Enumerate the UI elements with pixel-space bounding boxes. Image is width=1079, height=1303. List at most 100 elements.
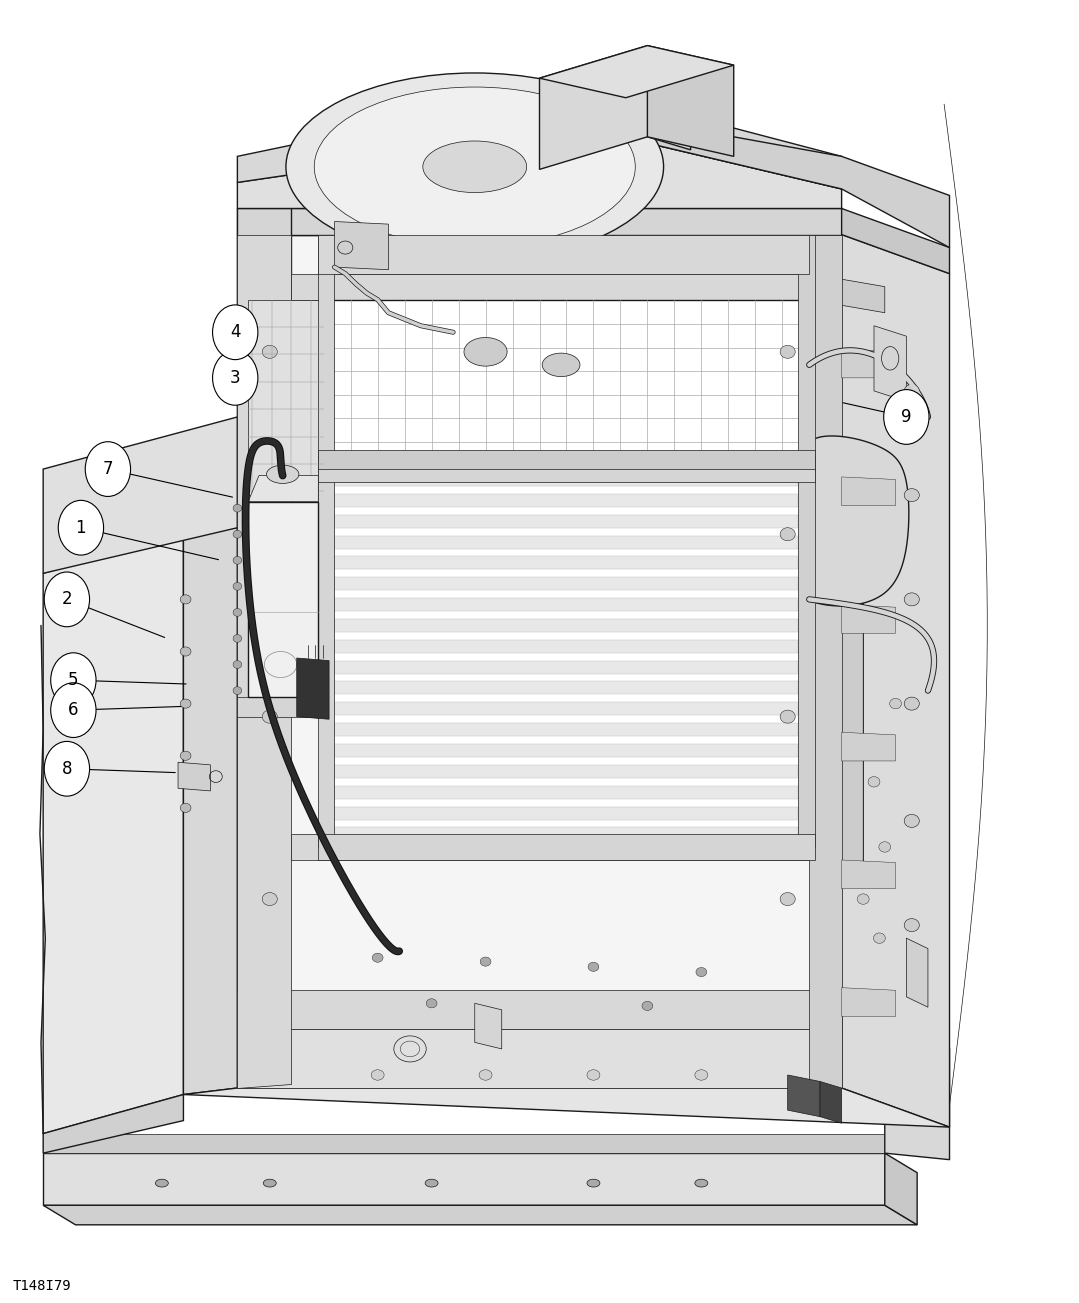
Ellipse shape <box>180 594 191 605</box>
Polygon shape <box>318 235 809 274</box>
Ellipse shape <box>780 893 795 906</box>
Polygon shape <box>885 1042 950 1160</box>
Polygon shape <box>647 46 734 156</box>
Ellipse shape <box>233 582 242 590</box>
Polygon shape <box>334 598 798 611</box>
Ellipse shape <box>464 337 507 366</box>
Polygon shape <box>540 46 691 169</box>
Circle shape <box>85 442 131 496</box>
Polygon shape <box>324 476 809 847</box>
Polygon shape <box>334 681 798 694</box>
Polygon shape <box>334 619 798 632</box>
Polygon shape <box>237 208 291 528</box>
Polygon shape <box>237 91 842 189</box>
Polygon shape <box>334 515 798 528</box>
Ellipse shape <box>423 141 527 193</box>
Polygon shape <box>43 1134 885 1153</box>
Circle shape <box>44 572 90 627</box>
Polygon shape <box>248 476 318 502</box>
Polygon shape <box>798 235 815 847</box>
Text: 6: 6 <box>68 701 79 719</box>
Polygon shape <box>334 577 798 590</box>
Polygon shape <box>809 476 863 866</box>
Text: 1: 1 <box>76 519 86 537</box>
Text: 7: 7 <box>103 460 113 478</box>
Polygon shape <box>248 502 318 697</box>
Text: T148I79: T148I79 <box>13 1278 71 1293</box>
Ellipse shape <box>642 1002 653 1011</box>
Ellipse shape <box>873 933 885 943</box>
Polygon shape <box>237 235 842 1088</box>
Polygon shape <box>842 605 896 633</box>
Ellipse shape <box>904 489 919 502</box>
Polygon shape <box>842 208 950 274</box>
Polygon shape <box>183 528 237 1095</box>
Ellipse shape <box>904 593 919 606</box>
Polygon shape <box>788 1075 820 1117</box>
Polygon shape <box>809 456 863 880</box>
Ellipse shape <box>696 967 707 977</box>
Polygon shape <box>334 536 798 549</box>
Ellipse shape <box>480 956 491 967</box>
Polygon shape <box>183 1088 950 1127</box>
Ellipse shape <box>180 700 191 709</box>
Polygon shape <box>906 938 928 1007</box>
Polygon shape <box>432 188 729 1011</box>
Ellipse shape <box>233 556 242 564</box>
Polygon shape <box>874 326 906 401</box>
Polygon shape <box>334 222 388 270</box>
Polygon shape <box>43 1095 183 1153</box>
Polygon shape <box>318 456 815 482</box>
Polygon shape <box>318 834 815 860</box>
Ellipse shape <box>371 1070 384 1080</box>
Polygon shape <box>842 477 896 506</box>
Ellipse shape <box>869 777 880 787</box>
Ellipse shape <box>180 646 191 657</box>
Ellipse shape <box>262 528 277 541</box>
Polygon shape <box>237 130 842 208</box>
Ellipse shape <box>426 999 437 1009</box>
Ellipse shape <box>857 894 870 904</box>
Circle shape <box>213 351 258 405</box>
Polygon shape <box>43 417 237 573</box>
Polygon shape <box>43 534 183 1134</box>
Polygon shape <box>334 827 798 840</box>
Polygon shape <box>237 235 291 1088</box>
Polygon shape <box>842 349 896 378</box>
Polygon shape <box>291 274 809 300</box>
Ellipse shape <box>155 1179 168 1187</box>
Circle shape <box>51 653 96 708</box>
Ellipse shape <box>314 87 636 246</box>
Polygon shape <box>248 300 324 495</box>
Polygon shape <box>885 1153 917 1225</box>
Text: 9: 9 <box>901 408 912 426</box>
Ellipse shape <box>904 384 919 397</box>
Ellipse shape <box>904 697 919 710</box>
Ellipse shape <box>233 661 242 668</box>
Ellipse shape <box>878 842 890 852</box>
Polygon shape <box>842 732 896 761</box>
Polygon shape <box>291 834 809 860</box>
Ellipse shape <box>262 893 277 906</box>
Polygon shape <box>43 1153 885 1205</box>
Ellipse shape <box>542 353 581 377</box>
Polygon shape <box>237 1029 842 1088</box>
Ellipse shape <box>286 73 664 261</box>
Text: 5: 5 <box>68 671 79 689</box>
Polygon shape <box>518 98 950 248</box>
Polygon shape <box>809 235 842 1088</box>
Polygon shape <box>237 697 324 717</box>
Ellipse shape <box>180 751 191 761</box>
Ellipse shape <box>233 635 242 642</box>
Ellipse shape <box>889 698 901 709</box>
Polygon shape <box>334 640 798 653</box>
Polygon shape <box>809 437 909 606</box>
Circle shape <box>58 500 104 555</box>
Ellipse shape <box>587 1070 600 1080</box>
Ellipse shape <box>233 687 242 694</box>
Polygon shape <box>334 702 798 715</box>
Polygon shape <box>297 658 329 719</box>
Ellipse shape <box>262 710 277 723</box>
Polygon shape <box>334 723 798 736</box>
Ellipse shape <box>904 814 919 827</box>
